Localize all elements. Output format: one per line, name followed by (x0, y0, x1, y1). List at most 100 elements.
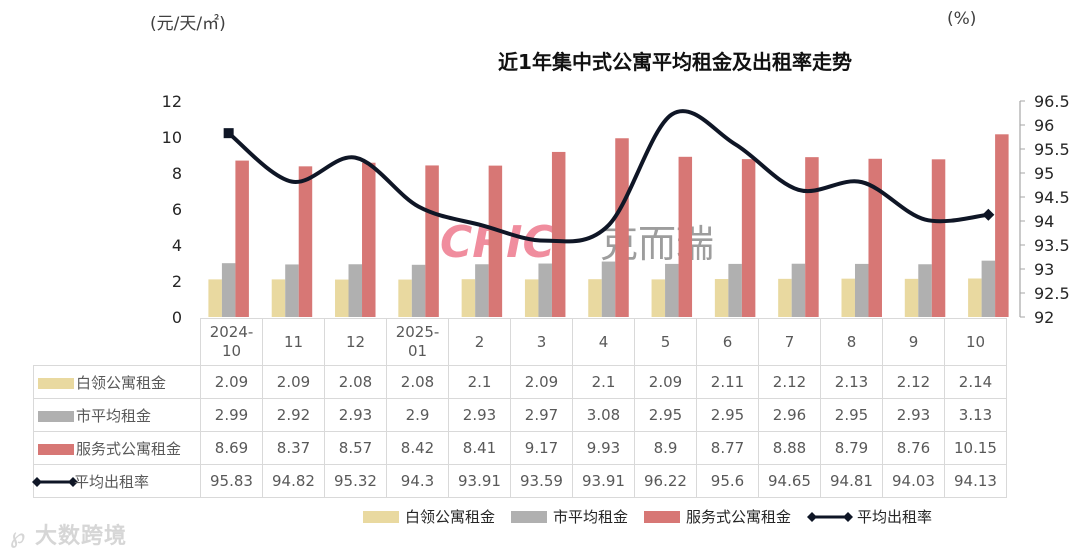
left-axis-tick: 12 (162, 92, 182, 111)
table-cell: 8.57 (324, 431, 387, 465)
legend-item-serviced: 服务式公寓租金 (644, 506, 791, 527)
table-header-cell: 6 (696, 318, 759, 366)
bar (678, 156, 693, 317)
table-cell: 95.6 (696, 464, 759, 498)
bar (778, 278, 792, 317)
table-row: 市平均租金 2.99 2.92 2.93 2.9 2.93 2.97 3.08 2.95 2.95… (33, 398, 1007, 432)
right-axis-tick: 95 (1034, 164, 1054, 183)
bar (854, 263, 869, 317)
bar (868, 158, 882, 317)
table-row: 服务式公寓租金 8.69 8.37 8.57 8.42 8.41 9.17 9.93 8.9 8.… (33, 431, 1007, 465)
right-axis-tick: 92 (1034, 308, 1054, 327)
bar (335, 279, 349, 317)
table-cell: 2.09 (510, 365, 573, 399)
table-corner (33, 318, 201, 366)
left-axis-tick: 0 (172, 308, 182, 327)
table-row-label: 市平均租金 (33, 398, 201, 432)
bar (741, 159, 756, 317)
table-cell: 8.37 (262, 431, 325, 465)
legend-swatch-icon (511, 510, 548, 523)
bar (588, 279, 602, 317)
bar (841, 278, 855, 317)
left-axis-unit: (元/天/㎡) (150, 14, 226, 34)
left-axis-tick: 10 (162, 128, 182, 147)
table-header-cell: 8 (820, 318, 883, 366)
table-cell: 95.32 (324, 464, 387, 498)
table-header-cell: 2025- 01 (386, 318, 449, 366)
table-cell: 8.76 (882, 431, 945, 465)
table-header-cell: 2 (448, 318, 511, 366)
legend-swatch-icon (38, 410, 74, 422)
table-header-cell: 2024- 10 (200, 318, 263, 366)
table-cell: 94.03 (882, 464, 945, 498)
table-cell: 2.1 (572, 365, 635, 399)
legend-swatch-icon (363, 510, 399, 523)
bar (235, 160, 249, 317)
bar (981, 260, 996, 317)
line-diamond-icon (32, 477, 78, 487)
legend-swatch-icon (38, 377, 74, 389)
table-header-cell: 5 (634, 318, 697, 366)
bar (461, 279, 476, 317)
table-cell: 2.93 (324, 398, 387, 432)
table-cell: 2.9 (386, 398, 449, 432)
table-cell: 8.42 (386, 431, 449, 465)
table-cell: 2.97 (510, 398, 573, 432)
table-row-label: 平均出租率 (32, 464, 201, 498)
right-axis-tick: 94.5 (1034, 188, 1070, 207)
table-cell: 8.77 (696, 431, 759, 465)
bar (601, 261, 616, 317)
table-cell: 2.93 (882, 398, 945, 432)
table-cell: 2.13 (820, 365, 883, 399)
bar (538, 263, 552, 317)
table-header-cell: 4 (572, 318, 635, 366)
table-cell: 3.13 (944, 398, 1007, 432)
table-cell: 96.22 (634, 464, 697, 498)
table-cell: 93.91 (572, 464, 635, 498)
chart-title: 近1年集中式公寓平均租金及出租率走势 (498, 50, 852, 74)
left-axis-tick: 8 (172, 164, 182, 183)
table-row: 平均出租率 95.83 94.82 95.32 94.3 93.91 93.59 93.91 9… (32, 464, 1007, 498)
corner-watermark: ℘ 大数跨境 (10, 518, 127, 550)
table-cell: 2.12 (758, 365, 821, 399)
table-cell: 2.96 (758, 398, 821, 432)
right-axis-tick: 93 (1034, 260, 1054, 279)
table-cell: 2.11 (696, 365, 759, 399)
bar (551, 151, 566, 317)
table-row: 白领公寓租金 2.09 2.09 2.08 2.08 2.1 2.09 2.1 2.09 2.11… (33, 365, 1007, 399)
legend: 白领公寓租金 市平均租金 服务式公寓租金 平均出租率 (363, 506, 932, 527)
bar (524, 279, 539, 317)
left-axis-tick: 6 (172, 200, 182, 219)
watermark-text: 大数跨境 (35, 524, 128, 549)
line-diamond-icon (807, 511, 854, 522)
legend-label: 市平均租金 (553, 508, 629, 526)
legend-item-city-average: 市平均租金 (511, 506, 628, 527)
bar (714, 279, 729, 317)
table-cell: 2.09 (200, 365, 263, 399)
bar (208, 279, 222, 317)
bar (411, 264, 426, 317)
table-cell: 2.14 (944, 365, 1007, 399)
bar (488, 165, 503, 317)
table-cell: 2.09 (262, 365, 325, 399)
watermark-logo-icon: ℘ (10, 524, 35, 549)
table-cell: 94.81 (820, 464, 883, 498)
table-cell: 2.95 (820, 398, 883, 432)
table-cell: 2.93 (448, 398, 511, 432)
table-cell: 10.15 (944, 431, 1007, 465)
table-cell: 93.91 (448, 464, 511, 498)
left-axis-tick: 4 (172, 236, 182, 255)
table-cell: 95.83 (200, 464, 263, 498)
table-header-cell: 9 (882, 318, 945, 366)
data-table: 2024- 10 11 12 2025- 01 2 3 4 5 6 7 8 9 10 白领公寓租金 2.09 2.… (32, 318, 1007, 498)
right-axis-tick: 92.5 (1034, 284, 1070, 303)
table-cell: 8.41 (448, 431, 511, 465)
table-cell: 2.95 (696, 398, 759, 432)
end-diamond-marker-icon (982, 208, 995, 221)
start-marker-icon (223, 128, 234, 139)
bar (931, 159, 946, 317)
table-cell: 2.08 (386, 365, 449, 399)
table-cell: 2.1 (448, 365, 511, 399)
right-axis-tick: 93.5 (1034, 236, 1070, 255)
legend-item-white-collar: 白领公寓租金 (363, 506, 495, 527)
